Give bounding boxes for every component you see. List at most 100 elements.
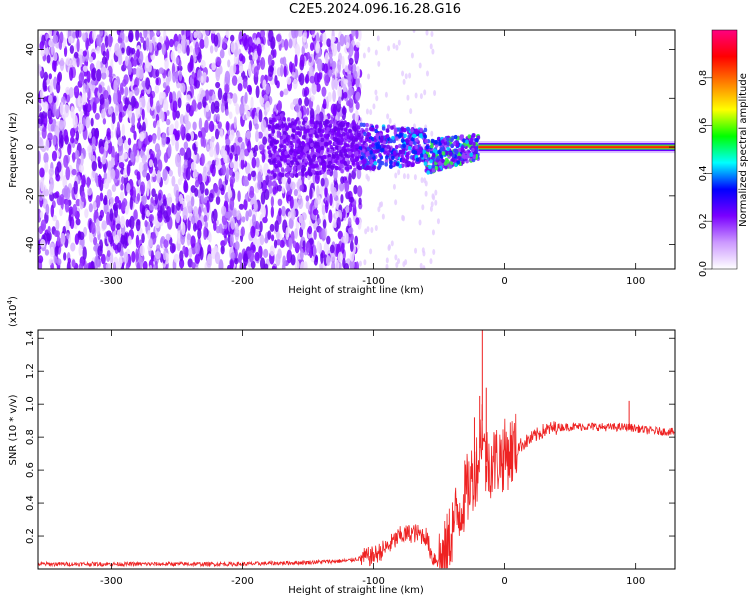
noise-cell [131,112,136,127]
noise-cell [215,157,222,170]
signal-cell [301,164,306,170]
noise-cell [82,117,86,126]
signal-cell [279,144,284,149]
noise-cell [101,155,107,165]
noise-cell [131,250,136,263]
signal-cell [279,135,284,141]
noise-cell [118,200,122,210]
signal-cell [406,155,410,160]
noise-cell [203,214,208,223]
noise-cell [51,150,58,162]
noise-cell [50,178,55,191]
noise-cell [211,62,217,71]
noise-cell [366,226,370,233]
noise-cell [354,109,359,124]
noise-cell [107,33,113,48]
noise-cell [402,173,406,180]
noise-cell [268,186,273,194]
signal-cell [286,159,291,164]
noise-cell [200,153,205,167]
noise-cell [259,234,265,246]
noise-cell [240,158,245,170]
noise-cell [203,35,209,49]
noise-cell [177,65,183,72]
noise-cell [163,152,169,163]
colorbar-tick-4: 0.8 [698,70,712,86]
noise-cell [124,97,129,109]
noise-cell [86,176,91,189]
signal-cell [293,152,297,157]
noise-cell [175,211,180,224]
signal-cell [310,123,314,128]
signal-cell [460,146,465,151]
signal-cell [386,124,391,129]
signal-cell [441,158,445,164]
signal-cell [354,151,359,156]
noise-cell [269,245,275,257]
noise-cell [49,242,55,250]
noise-cell [80,153,84,166]
noise-cell [348,57,354,66]
signal-cell [299,152,304,158]
noise-cell [331,78,336,91]
noise-cell [347,226,354,235]
noise-cell [199,39,205,49]
signal-cell [381,126,386,131]
noise-cell [110,196,114,205]
signal-cell [289,147,294,153]
signal-cell [339,126,344,131]
noise-cell [123,139,128,151]
noise-cell [233,257,239,265]
noise-cell [81,32,86,41]
noise-cell [43,114,48,128]
noise-cell [44,41,48,49]
signal-cell [409,140,414,146]
noise-cell [302,240,306,248]
noise-cell [314,172,320,185]
signal-cell [273,172,277,178]
noise-cell [95,127,99,140]
noise-cell [162,168,168,182]
signal-cell [418,146,423,151]
noise-cell [263,162,269,176]
signal-cell [431,152,436,158]
noise-cell [98,214,103,222]
signal-cell [335,145,339,150]
noise-cell [247,36,253,49]
signal-cell [322,167,327,172]
snr-x-ticks: -300 -200 -100 0 100 [100,330,645,587]
signal-cell [288,123,293,129]
signal-cell [307,170,312,175]
noise-cell [260,119,267,133]
signal-cell [331,153,336,159]
signal-cell [410,137,415,142]
noise-cell [276,184,283,192]
noise-cell [250,225,256,239]
noise-cell [59,57,65,71]
x-tick-label-4: 100 [626,576,645,587]
noise-cell [224,211,230,219]
noise-cell [235,145,241,156]
noise-cell [394,254,398,261]
noise-cell [111,184,117,193]
noise-cell [176,43,183,54]
signal-cell [380,135,384,140]
noise-cell [337,96,342,104]
noise-cell [205,109,212,122]
noise-cell [248,85,253,96]
noise-cell [249,150,254,161]
signal-cell [457,155,461,161]
noise-cell [264,263,269,269]
noise-cell [102,50,107,57]
signal-cell [295,161,300,166]
noise-cell [65,166,71,181]
noise-cell [81,174,86,188]
noise-cell [276,34,282,42]
signal-cell [278,172,282,177]
signal-cell [374,128,378,134]
noise-cell [252,150,257,158]
signal-cell [322,162,327,168]
noise-cell [300,219,306,230]
noise-cell [146,172,151,182]
noise-cell [190,161,197,171]
